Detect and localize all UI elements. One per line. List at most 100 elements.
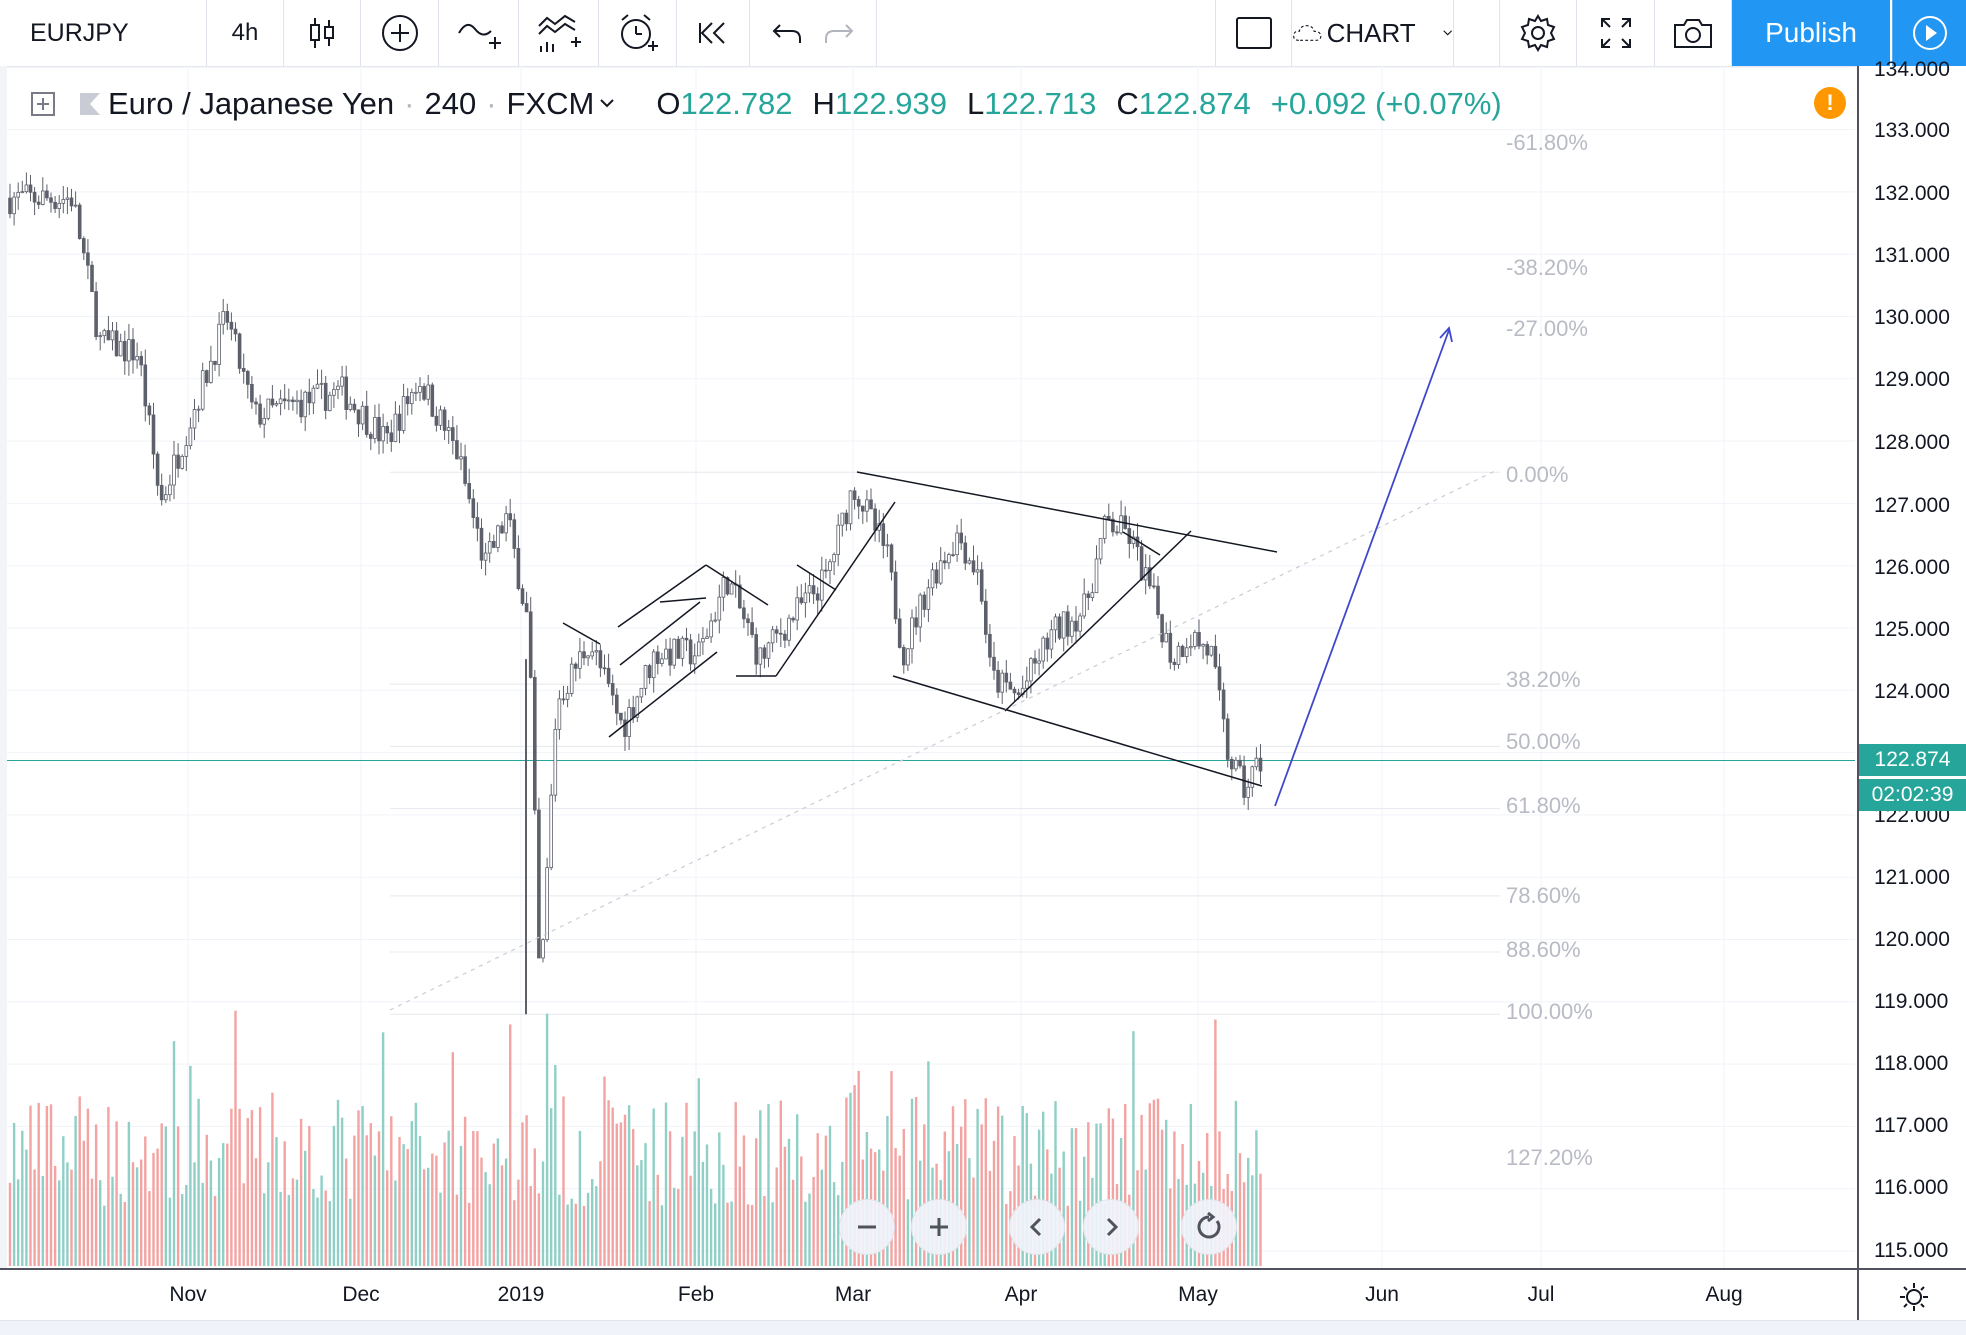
volume-bar (324, 1190, 327, 1266)
open-value: 122.782 (680, 86, 793, 121)
trendline (659, 597, 707, 603)
warning-icon[interactable]: ! (1814, 87, 1846, 119)
volume-bar (12, 1122, 16, 1266)
candle-body (143, 364, 148, 407)
volume-bar (984, 1098, 987, 1266)
candle-body (820, 569, 824, 601)
time-axis[interactable] (0, 1268, 1857, 1324)
volume-bar (402, 1144, 405, 1266)
chevron-down-icon[interactable] (598, 97, 616, 111)
expand-legend-icon[interactable] (30, 91, 56, 117)
candle-body (278, 398, 283, 404)
zoom-out-button[interactable] (839, 1199, 895, 1255)
reset-chart-button[interactable] (1181, 1199, 1237, 1255)
alert-button[interactable] (599, 0, 677, 66)
zoom-in-button[interactable] (911, 1199, 967, 1255)
symbol-search-button[interactable]: EURJPY (0, 0, 207, 66)
volume-bar (656, 1174, 659, 1266)
candle-body (1119, 515, 1123, 534)
volume-bar (759, 1110, 762, 1266)
symbol-title[interactable]: Euro / Japanese Yen (108, 86, 395, 121)
indicators-button[interactable] (439, 0, 519, 66)
candle-body (274, 403, 279, 406)
candle-body (504, 513, 508, 534)
candle-body (647, 665, 652, 679)
candle-body (697, 641, 701, 657)
volume-bar (37, 1102, 40, 1266)
volume-bar (960, 1126, 963, 1266)
candle-body (926, 587, 931, 610)
candle-body (344, 376, 348, 410)
settings-button[interactable] (1499, 0, 1577, 66)
publish-button[interactable]: Publish (1732, 0, 1890, 66)
undo-icon[interactable] (770, 19, 804, 47)
candle-body (684, 637, 689, 641)
play-button[interactable] (1892, 0, 1966, 66)
candle-body (430, 384, 435, 417)
volume-bar (517, 1179, 520, 1266)
volume-bar (783, 1146, 787, 1266)
candle-body (750, 622, 754, 635)
templates-button[interactable] (519, 0, 599, 66)
candle-body (594, 650, 599, 653)
chart-style-button[interactable] (284, 0, 361, 66)
candle-body (938, 560, 943, 584)
candle-body (967, 560, 972, 564)
candle-body (1172, 661, 1177, 665)
candle-body (1148, 567, 1152, 587)
candle-body (307, 391, 312, 404)
axis-settings-button[interactable] (1857, 1268, 1966, 1324)
fullscreen-button[interactable] (1577, 0, 1655, 66)
candle-body (20, 191, 25, 194)
time-tick: Apr (1004, 1283, 1038, 1306)
scroll-left-button[interactable] (1009, 1199, 1065, 1255)
publish-label: Publish (1765, 17, 1857, 48)
candle-body (82, 238, 86, 254)
gear-icon (1520, 14, 1556, 52)
volume-bar (1062, 1151, 1065, 1266)
volume-bar (1042, 1111, 1045, 1266)
candle-body (1090, 592, 1095, 598)
candle-body (360, 405, 365, 425)
volume-bar (771, 1202, 774, 1266)
volume-bar (53, 1165, 57, 1266)
fib-label: -27.00% (1506, 316, 1588, 341)
fib-label: 61.80% (1506, 793, 1581, 818)
scroll-right-icon (1106, 1217, 1119, 1237)
candle-body (192, 409, 197, 429)
candle-body (569, 663, 574, 694)
volume-bar (377, 1131, 381, 1266)
snapshot-button[interactable] (1655, 0, 1732, 66)
price-tick: 115.000 (1874, 1239, 1949, 1262)
candle-body (598, 650, 603, 669)
price-axis[interactable] (1857, 66, 1966, 1268)
volume-bar (1087, 1122, 1090, 1266)
fib-label: -38.20% (1506, 255, 1588, 280)
volume-bar (226, 1143, 229, 1266)
reset-icon (1197, 1212, 1221, 1239)
save-layout-button[interactable]: CHART (1292, 0, 1454, 66)
replay-button[interactable] (677, 0, 750, 66)
volume-bar (58, 1180, 61, 1266)
time-tick: 2019 (497, 1283, 545, 1306)
volume-bar (1156, 1098, 1160, 1266)
candle-body (172, 454, 176, 486)
volume-bar (677, 1189, 680, 1266)
candle-body (1258, 757, 1263, 772)
layout-button[interactable] (1215, 0, 1292, 66)
candle-body (487, 541, 492, 554)
candle-body (41, 190, 45, 205)
price-tick: 124.000 (1874, 680, 1950, 703)
scroll-right-button[interactable] (1083, 1199, 1139, 1255)
compare-button[interactable] (361, 0, 439, 66)
volume-bar (734, 1102, 737, 1266)
candle-body (914, 617, 918, 628)
redo-icon[interactable] (822, 19, 856, 47)
volume-bar (213, 1195, 217, 1266)
candle-body (405, 396, 410, 405)
interval-button[interactable]: 4h (207, 0, 284, 66)
candle-body (1115, 531, 1119, 534)
candle-body (943, 560, 947, 564)
volume-bar (119, 1193, 122, 1266)
